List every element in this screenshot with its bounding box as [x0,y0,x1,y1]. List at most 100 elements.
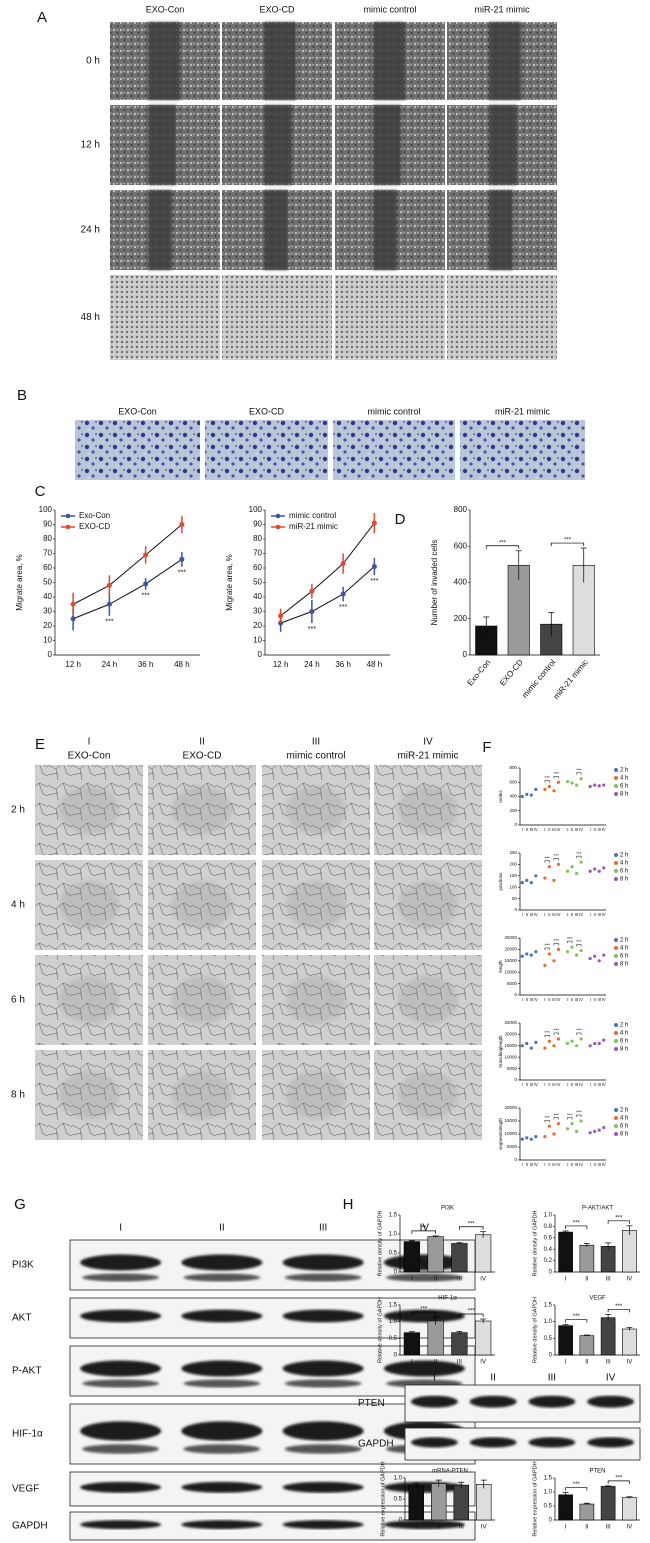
chart-title: mRNA-PTEN [432,1469,468,1475]
x-tick-label: 24 h [102,660,118,669]
x-tick-label: III [597,912,601,917]
y-tick-label: 100 [249,505,263,514]
x-tick-label: III [597,1162,601,1167]
band [282,1360,364,1377]
point [547,1124,552,1128]
x-tick-label: II [548,997,550,1002]
significance: *** [564,538,572,544]
bracket [553,858,559,861]
transwell-image [333,420,455,480]
column-header: EXO-Con [146,4,185,14]
y-tick-label: 1.5 [389,1213,398,1219]
bar [558,1231,573,1273]
bar [451,1332,468,1356]
band [528,1395,576,1408]
point [602,866,606,870]
bracket [607,1308,630,1313]
scratch-gap [373,190,397,270]
panel-letter: F [482,739,491,756]
y-axis-label: segmentslength [498,1118,503,1150]
x-tick-label: II [526,827,528,832]
bar [427,1320,444,1356]
y-tick-label: 40 [43,592,52,601]
point [597,959,601,963]
y-tick-label: 1.0 [389,1232,398,1238]
blot-label: PTEN [358,1398,385,1409]
y-tick-label: 0.5 [389,1251,398,1257]
bracket [576,1114,582,1117]
scratch-gap [373,22,405,100]
bracket [550,542,585,547]
panel-letter: C [35,483,46,500]
bracket [411,1311,436,1315]
x-tick-label: II [548,912,550,917]
legend-label: 8 h [620,1047,628,1053]
legend-label: 6 h [620,954,628,960]
band [181,1254,263,1271]
significance: *** [576,767,582,772]
row-label: 2 h [11,805,25,816]
x-tick-label: II [526,1162,528,1167]
bracket [576,1032,582,1035]
band [284,1273,362,1282]
significance: *** [576,1110,582,1115]
x-tick-label: II [571,1082,573,1087]
point [565,1041,570,1046]
y-tick-label: 0 [549,1518,553,1524]
x-tick-label: III [575,997,579,1002]
point [570,1039,574,1043]
lane-label: III [319,1223,327,1234]
x-tick-label: IV [579,827,583,832]
x-tick-label: I [544,827,545,832]
significance: *** [554,771,560,776]
vignette [172,881,232,929]
y-tick-label: 25000 [504,1020,517,1025]
chart-title: HIF-1α [438,1296,457,1302]
y-tick-label: 70 [253,549,262,558]
column-header: EXO-CD [259,4,295,14]
y-tick-label: 10 [43,636,52,645]
x-tick-label: 36 h [138,660,154,669]
scratch-gap [489,105,517,185]
y-axis-label: Relative expression of GAPDH [532,1461,538,1536]
point [520,1044,524,1048]
y-tick-label: 1.5 [389,1303,398,1309]
micrograph [335,275,445,360]
column-header: mimic control [287,751,346,762]
micrograph [110,275,220,360]
bar [579,1335,595,1356]
y-axis-label: nodes [498,790,503,803]
x-tick-label: III [552,997,556,1002]
bracket [411,1230,436,1234]
x-tick-label: I [544,997,545,1002]
y-tick-label: 0 [258,650,263,659]
lane-label: IV [420,1223,430,1234]
x-tick-label: I [567,1162,568,1167]
point [340,591,346,597]
point [556,780,561,784]
y-tick-label: 0 [394,1353,398,1359]
x-tick-label: II [526,997,528,1002]
x-tick-label: III [552,1162,556,1167]
bar [427,1236,444,1273]
y-tick-label: 800 [454,505,468,514]
y-tick-label: 0 [394,1270,398,1276]
bar [558,1325,573,1356]
legend-label: 8 h [620,792,628,798]
y-tick-label: 0.2 [544,1258,553,1264]
blot-label: VEGF [12,1484,39,1495]
y-tick-label: 1.5 [544,1476,553,1482]
bracket [567,1117,573,1120]
bar [579,1244,595,1273]
band [284,1444,362,1454]
y-tick-label: 25000 [504,935,517,940]
point [547,865,552,869]
x-tick-label: 48 h [367,660,383,669]
point [543,876,547,880]
point [529,953,533,957]
x-tick-label: II [594,1162,596,1167]
point [543,787,547,791]
vignette [59,976,119,1024]
x-tick-label: III [530,1082,534,1087]
point [556,1037,561,1041]
